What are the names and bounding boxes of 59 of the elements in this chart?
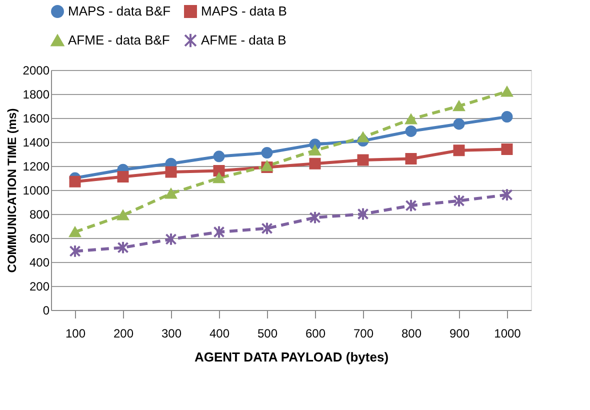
point (501, 188, 513, 202)
point (405, 153, 417, 165)
point (405, 125, 417, 137)
x-tick-label: 800 (401, 326, 422, 340)
point (501, 86, 513, 97)
x-axis-title: AGENT DATA PAYLOAD (bytes) (194, 350, 389, 364)
point (453, 194, 465, 208)
point (501, 111, 513, 123)
point (213, 172, 225, 184)
x-tick-label: 700 (353, 326, 374, 340)
point (405, 114, 417, 124)
x-tick-label: 900 (449, 326, 470, 340)
x-tick-label: 600 (305, 326, 326, 340)
y-axis-title: COMMUNICATION TIME (ms) (4, 108, 19, 273)
y-tick-label: 200 (29, 280, 50, 294)
point (357, 132, 369, 142)
point (69, 244, 81, 258)
legend-label: MAPS - data B&F (68, 4, 171, 19)
y-tick-label: 600 (29, 232, 50, 246)
legend-label: AFME - data B&F (68, 32, 170, 48)
point (309, 210, 321, 224)
point (117, 210, 129, 220)
point (501, 143, 513, 155)
y-tick-label: 1600 (22, 112, 50, 126)
x-tick-label: 300 (161, 326, 182, 340)
point (213, 225, 225, 239)
point (453, 100, 465, 112)
x-tick-label: 1000 (494, 326, 522, 340)
point (453, 118, 465, 130)
legend-label: MAPS - data B (201, 4, 287, 19)
y-tick-label: 1200 (22, 160, 50, 174)
point (117, 171, 129, 183)
point (261, 222, 273, 236)
point (309, 158, 321, 170)
y-tick-label: 1400 (22, 136, 50, 150)
point (165, 232, 177, 246)
point (69, 176, 81, 188)
y-tick-label: 800 (29, 208, 50, 222)
x-tick-label: 400 (209, 326, 230, 340)
y-tick-label: 2000 (22, 64, 50, 78)
point (357, 207, 369, 221)
point (165, 188, 177, 199)
point (309, 145, 321, 156)
point (405, 198, 417, 212)
point (165, 166, 177, 178)
point (453, 144, 465, 156)
point (117, 240, 129, 254)
x-tick-label: 500 (257, 326, 278, 340)
point (69, 226, 81, 238)
point (261, 147, 273, 159)
y-tick-label: 0 (42, 304, 50, 318)
legend-label: AFME - data B (201, 32, 286, 48)
point (213, 150, 225, 162)
point (357, 154, 369, 166)
x-tick-label: 200 (113, 326, 134, 340)
y-tick-label: 1000 (22, 184, 50, 198)
y-tick-label: 400 (29, 256, 50, 270)
y-tick-label: 1800 (22, 88, 50, 102)
x-tick-label: 100 (65, 326, 86, 340)
